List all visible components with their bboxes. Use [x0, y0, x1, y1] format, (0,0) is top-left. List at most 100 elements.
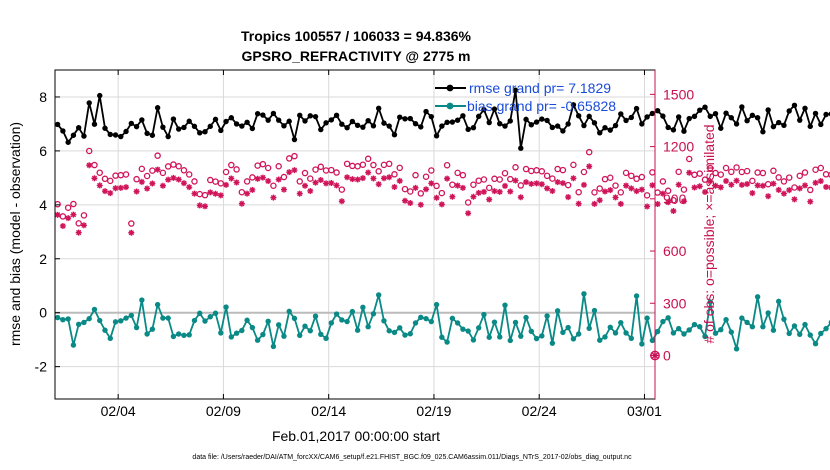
obs-assimilated-asterisk — [733, 177, 740, 184]
bias-point — [312, 313, 319, 319]
obs-assimilated-marker — [670, 208, 677, 214]
obs-assimilated-marker — [402, 197, 408, 204]
bias-point — [418, 314, 424, 320]
obs-assimilated-marker — [628, 185, 635, 192]
obs-assimilated-asterisk — [344, 174, 351, 181]
obs-possible-marker — [391, 171, 398, 178]
bias-point — [381, 318, 387, 324]
bias-point — [791, 323, 798, 329]
obs-assimilated-marker — [302, 182, 308, 189]
rmse-point — [365, 117, 371, 124]
bias-point — [323, 335, 329, 342]
obs-possible-marker — [601, 175, 609, 183]
bias-point — [86, 315, 92, 322]
obs-possible-marker — [549, 175, 556, 182]
bias-point — [565, 324, 571, 331]
obs-assimilated-marker — [312, 179, 319, 186]
rmse-point — [212, 116, 219, 123]
obs-possible-marker — [422, 173, 430, 180]
obs-possible-marker — [201, 191, 209, 199]
obs-assimilated-asterisk — [623, 182, 630, 189]
obs-assimilated-asterisk — [217, 192, 224, 199]
obs-assimilated-marker — [596, 197, 603, 204]
obs-assimilated-asterisk — [523, 179, 530, 186]
bias-point — [302, 323, 308, 329]
obs-possible-marker — [96, 169, 103, 176]
bias-point — [681, 331, 687, 337]
obs-assimilated-marker — [75, 229, 82, 236]
obs-assimilated-marker — [470, 193, 477, 200]
rmse-point — [107, 131, 113, 138]
obs-assimilated-asterisk — [323, 180, 330, 187]
obs-possible-marker — [117, 171, 125, 179]
obs-assimilated-marker — [565, 194, 572, 201]
obs-possible-marker — [417, 190, 425, 197]
obs-assimilated-marker — [275, 176, 282, 183]
obs-possible-marker — [433, 182, 440, 190]
rmse-point — [102, 125, 108, 131]
obs-assimilated-asterisk — [307, 187, 314, 194]
obs-possible-marker — [59, 213, 67, 220]
right-y-tick-label: 600 — [663, 243, 687, 259]
obs-assimilated-asterisk — [591, 200, 598, 207]
rmse-point — [586, 113, 592, 120]
rmse-point — [528, 122, 535, 128]
bias-point — [197, 310, 203, 316]
obs-assimilated-asterisk — [207, 189, 214, 196]
obs-assimilated-asterisk — [723, 178, 730, 185]
obs-possible-marker — [475, 177, 482, 184]
bias-point — [449, 315, 456, 322]
rmse-point — [665, 124, 671, 131]
rmse-point — [218, 127, 224, 134]
bias-point — [728, 329, 735, 335]
bias-point — [91, 306, 98, 313]
obs-assimilated-asterisk — [665, 199, 672, 206]
bias-point — [360, 304, 366, 311]
obs-possible-marker — [459, 171, 467, 179]
rmse-point — [465, 126, 471, 133]
bias-point — [218, 330, 224, 336]
bias-point — [133, 324, 140, 331]
obs-assimilated-asterisk — [675, 181, 682, 188]
rmse-point — [639, 121, 645, 127]
plot-frame — [54, 69, 656, 400]
obs-assimilated-marker — [486, 196, 493, 203]
rmse-point — [512, 87, 519, 93]
obs-assimilated-asterisk — [328, 179, 335, 186]
obs-assimilated-marker — [117, 184, 124, 191]
rmse-point — [507, 118, 513, 124]
obs-assimilated-marker — [323, 180, 330, 187]
obs-assimilated-asterisk — [449, 193, 456, 200]
bias-point — [128, 312, 135, 319]
rmse-point — [723, 110, 729, 116]
bias-point — [697, 324, 703, 330]
obs-assimilated-asterisk — [580, 181, 587, 188]
obs-assimilated-marker — [807, 198, 814, 205]
bias-point — [644, 315, 650, 321]
obs-possible-marker — [412, 171, 419, 179]
obs-assimilated-asterisk — [470, 193, 477, 200]
bias-point — [475, 325, 482, 331]
obs-possible-marker — [454, 169, 461, 177]
obs-assimilated-asterisk — [186, 184, 193, 191]
obs-assimilated-marker — [96, 182, 103, 189]
obs-assimilated-marker — [707, 178, 714, 185]
obs-assimilated-asterisk — [312, 179, 319, 186]
bias-point — [691, 321, 698, 328]
bias-point — [470, 337, 477, 343]
rmse-point — [75, 125, 82, 131]
obs-possible-marker — [317, 163, 325, 171]
obs-possible-marker — [670, 196, 677, 204]
obs-assimilated-marker — [686, 169, 693, 176]
obs-assimilated-marker — [354, 176, 361, 183]
rmse-point — [65, 139, 71, 145]
obs-possible-marker — [70, 200, 77, 208]
obs-assimilated-marker — [817, 178, 824, 185]
obs-assimilated-marker — [328, 179, 335, 186]
obs-possible-marker — [628, 172, 635, 180]
obs-assimilated-asterisk — [238, 200, 245, 207]
obs-assimilated-asterisk — [228, 175, 235, 182]
bias-point — [623, 330, 629, 336]
obs-assimilated-asterisk — [680, 198, 687, 205]
bias-point — [212, 310, 219, 316]
